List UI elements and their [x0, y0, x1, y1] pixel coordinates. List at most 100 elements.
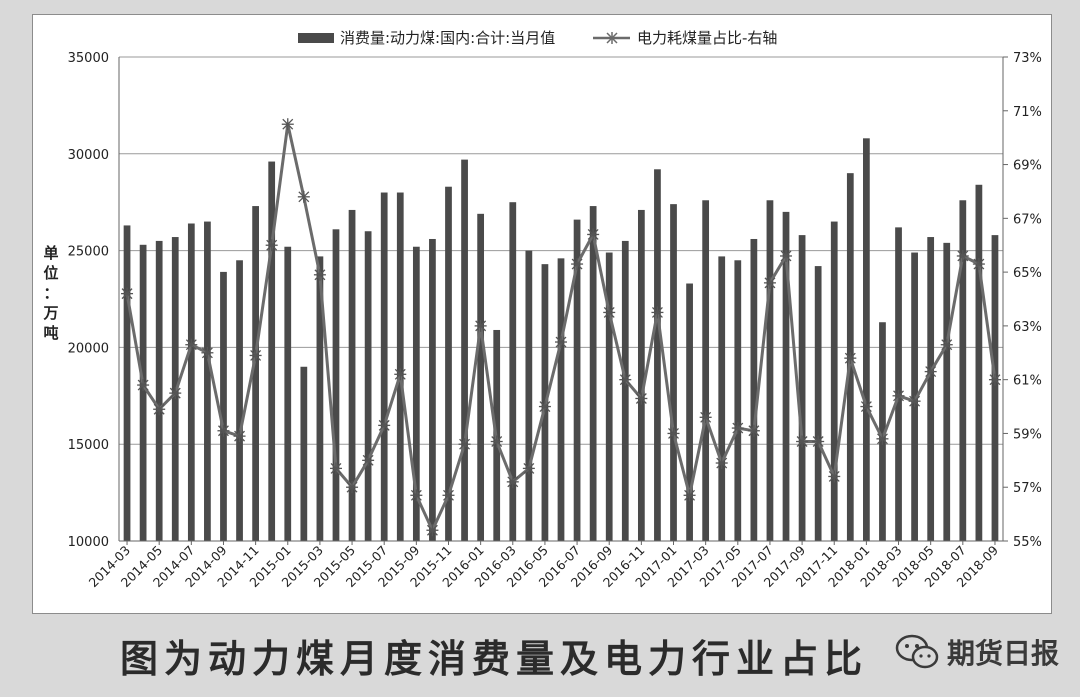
logo-text: 期货日报 [947, 637, 1060, 670]
bar [316, 256, 324, 541]
line-point [619, 373, 632, 386]
bar [429, 238, 436, 541]
bar [782, 211, 790, 541]
bar [348, 209, 356, 541]
line-point [715, 457, 728, 470]
bar [670, 204, 677, 542]
bar [187, 223, 195, 541]
bar [380, 192, 388, 541]
line-point [972, 258, 985, 271]
bar [734, 260, 742, 541]
line-point [265, 239, 278, 252]
bar [830, 221, 838, 541]
bar [621, 240, 629, 542]
line-point [233, 430, 246, 443]
line-point [571, 258, 584, 271]
y-tick-label: 10000 [68, 535, 109, 550]
bar [605, 252, 613, 541]
line-point [217, 424, 230, 437]
line-point [297, 190, 310, 203]
y-tick-label: 35000 [68, 51, 109, 66]
legend: 消费量:动力煤:国内:合计:当月值 电力耗煤量占比-右轴 [298, 29, 777, 47]
line-point [458, 438, 471, 451]
line-point [249, 349, 262, 362]
bar [702, 200, 710, 541]
bar [236, 260, 243, 541]
y-tick-label: 30000 [68, 148, 109, 163]
bar [364, 231, 372, 542]
line-point [828, 470, 841, 483]
bar [332, 229, 340, 541]
y2-tick-label: 69% [1013, 159, 1042, 174]
line-point [587, 228, 600, 241]
publisher-logo: 期货日报 [895, 632, 1059, 672]
line-point [281, 118, 294, 131]
line-point [153, 403, 166, 416]
line-point [329, 462, 342, 475]
line-point [683, 489, 696, 502]
line-point [940, 338, 953, 351]
y-tick-label: 15000 [68, 438, 109, 453]
bar [139, 244, 147, 542]
chart-svg: 10000 15000 20000 25000 30000 35000 55% 57% 59% 6… [42, 29, 1042, 590]
line-point [844, 352, 857, 365]
y2-tick-label: 63% [1013, 320, 1042, 335]
line-point [474, 319, 487, 332]
line-point [651, 306, 664, 319]
bar [268, 161, 276, 541]
line-point [892, 389, 905, 402]
bar [895, 227, 902, 542]
bar [879, 322, 886, 541]
chart-frame: 10000 15000 20000 25000 30000 35000 55% 57% 59% 6… [32, 14, 1052, 614]
bar [557, 258, 565, 541]
bar [637, 209, 645, 541]
y2-tick-label: 65% [1013, 266, 1042, 281]
line-point [426, 524, 439, 537]
line-point [908, 395, 921, 408]
y2-tick-label: 67% [1013, 212, 1042, 227]
y2-tick-label: 55% [1013, 535, 1042, 550]
bar [814, 266, 822, 541]
line-point [121, 287, 134, 300]
legend-swatch-bar [298, 33, 334, 43]
line-point [731, 422, 744, 435]
bar [718, 256, 726, 541]
line-point [538, 400, 551, 413]
line-point [555, 336, 567, 349]
bar [975, 184, 983, 541]
bar [396, 192, 404, 541]
caption-title: 图为动力煤月度消费量及电力行业占比 [120, 636, 869, 681]
line-layer [121, 118, 1001, 537]
line-point [362, 454, 375, 467]
bar [943, 242, 951, 541]
bar [991, 235, 999, 541]
line-point [201, 346, 214, 359]
line-point [522, 462, 535, 475]
line-point [313, 268, 326, 281]
bar [284, 246, 292, 541]
bar [959, 200, 967, 541]
bar [589, 206, 597, 541]
line-point [988, 373, 1001, 386]
bar [686, 283, 693, 541]
y-axis-title-char: 单 [43, 244, 58, 262]
line-point [378, 419, 391, 432]
bar [525, 250, 533, 541]
line-point [956, 249, 969, 262]
y-axis-title: 单位 ： 万吨 [42, 244, 58, 342]
y2-tick-label: 61% [1013, 374, 1042, 389]
bar [927, 237, 935, 541]
line-point [442, 489, 455, 502]
bar [766, 200, 774, 541]
bar [477, 213, 485, 542]
legend-label-bar: 消费量:动力煤:国内:合计:当月值 [340, 29, 555, 47]
line-point [812, 435, 825, 448]
wechat-icon [895, 634, 939, 669]
bar [750, 238, 758, 541]
line-point [506, 475, 519, 488]
line-point [635, 392, 648, 405]
y2-tick-label: 57% [1013, 481, 1042, 496]
y-axis-title-char: ： [43, 284, 58, 302]
bar [509, 202, 517, 541]
y-tick-label: 20000 [68, 341, 109, 356]
